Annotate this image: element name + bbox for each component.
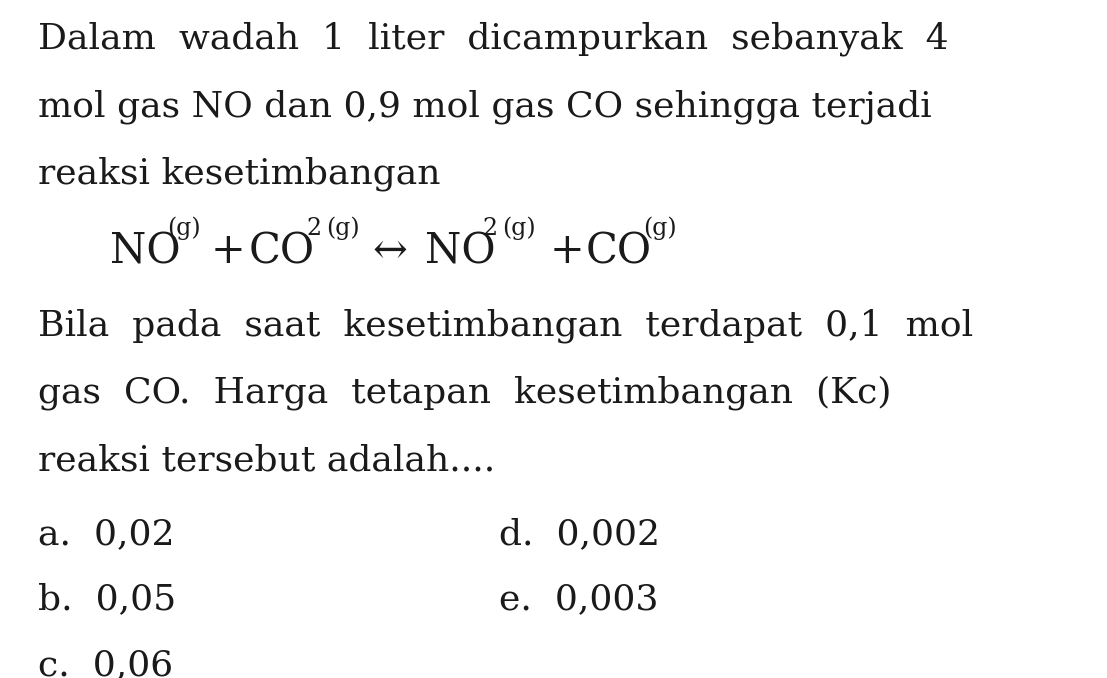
Text: (g): (g) — [503, 216, 536, 240]
Text: NO: NO — [110, 231, 180, 273]
Text: mol gas NO dan 0,9 mol gas CO sehingga terjadi: mol gas NO dan 0,9 mol gas CO sehingga t… — [38, 89, 932, 124]
Text: CO: CO — [248, 231, 314, 273]
Text: 2: 2 — [483, 216, 498, 239]
Text: gas  CO.  Harga  tetapan  kesetimbangan  (Kc): gas CO. Harga tetapan kesetimbangan (Kc) — [38, 376, 891, 410]
Text: Dalam  wadah  1  liter  dicampurkan  sebanyak  4: Dalam wadah 1 liter dicampurkan sebanyak… — [38, 22, 949, 56]
Text: (g): (g) — [327, 216, 360, 240]
Text: +: + — [210, 231, 245, 273]
Text: CO: CO — [586, 231, 651, 273]
Text: d.  0,002: d. 0,002 — [498, 517, 660, 551]
Text: NO: NO — [425, 231, 495, 273]
Text: a.  0,02: a. 0,02 — [38, 517, 175, 551]
Text: reaksi kesetimbangan: reaksi kesetimbangan — [38, 157, 441, 191]
Text: e.  0,003: e. 0,003 — [498, 582, 658, 616]
Text: (g): (g) — [643, 216, 676, 240]
Text: ↔: ↔ — [373, 231, 407, 273]
Text: b.  0,05: b. 0,05 — [38, 582, 176, 616]
Text: 2: 2 — [307, 216, 321, 239]
Text: (g): (g) — [167, 216, 201, 240]
Text: Bila  pada  saat  kesetimbangan  terdapat  0,1  mol: Bila pada saat kesetimbangan terdapat 0,… — [38, 308, 973, 343]
Text: c.  0,06: c. 0,06 — [38, 648, 173, 678]
Text: reaksi tersebut adalah....: reaksi tersebut adalah.... — [38, 443, 495, 477]
Text: +: + — [549, 231, 584, 273]
